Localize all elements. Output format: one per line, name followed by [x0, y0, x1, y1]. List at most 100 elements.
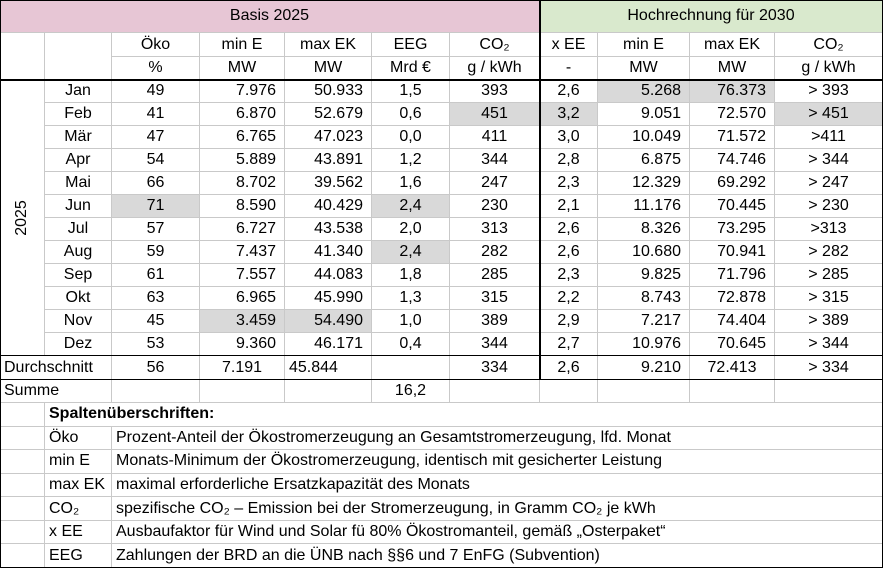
column-unit: MW — [200, 57, 285, 80]
data-cell-text: 41 — [146, 105, 165, 122]
column-unit: MW — [598, 57, 690, 80]
column-unit-text: MW — [629, 59, 658, 76]
average-cell: 45.844 — [285, 356, 372, 380]
data-cell-text: 2,1 — [557, 197, 580, 214]
month-label: Sep — [45, 264, 112, 287]
data-cell: 3.459 — [200, 310, 285, 333]
average-label-text: Durchschnitt — [4, 358, 93, 376]
data-cell-text: 1,5 — [399, 82, 422, 99]
data-cell: > 315 — [775, 287, 883, 310]
month-label: Nov — [45, 310, 112, 333]
data-cell: > 344 — [775, 149, 883, 172]
data-cell: 2,4 — [372, 195, 450, 218]
blank-cell — [0, 426, 45, 451]
data-cell-text: 73.295 — [717, 220, 766, 237]
data-cell: 52.679 — [285, 103, 372, 126]
blank-cell — [45, 33, 112, 80]
column-header-text: max EK — [299, 35, 356, 53]
average-cell: 72.413 — [690, 356, 775, 380]
column-header: min E — [598, 33, 690, 57]
data-cell: 344 — [450, 149, 540, 172]
data-cell-text: 1,3 — [399, 289, 422, 306]
data-cell: >411 — [775, 126, 883, 149]
data-cell: 6.875 — [598, 149, 690, 172]
data-cell: 11.176 — [598, 195, 690, 218]
column-header: EEG — [372, 33, 450, 57]
data-cell-text: 411 — [481, 128, 508, 145]
data-cell-text: 76.373 — [717, 82, 766, 99]
data-cell-text: 3,2 — [557, 105, 580, 122]
data-cell: 74.404 — [690, 310, 775, 333]
blank-cell — [372, 356, 450, 380]
column-unit-text: - — [565, 59, 572, 76]
column-header-text: EEG — [393, 35, 428, 53]
column-header: Öko — [112, 33, 200, 57]
data-cell: 282 — [450, 241, 540, 264]
data-cell: 54 — [112, 149, 200, 172]
data-cell: 8.326 — [598, 218, 690, 241]
data-cell: 3,0 — [540, 126, 598, 149]
data-cell-text: 6.765 — [235, 128, 276, 145]
column-header: x EE — [540, 33, 598, 57]
data-cell: 61 — [112, 264, 200, 287]
average-cell-text: > 334 — [808, 358, 849, 376]
legend-text-text: Zahlungen der BRD an die ÜNB nach §§6 un… — [116, 546, 600, 564]
data-cell: 6.727 — [200, 218, 285, 241]
month-label-text: Mär — [64, 128, 92, 145]
group-header: Hochrechnung für 2030 — [540, 0, 883, 33]
data-cell-text: 313 — [481, 220, 508, 237]
blank-cell — [775, 380, 883, 403]
legend-text-text: Ausbaufaktor für Wind und Solar fü 80% Ö… — [116, 523, 666, 541]
legend-term: min E — [45, 450, 112, 474]
month-label: Apr — [45, 149, 112, 172]
blank-cell — [0, 544, 45, 568]
sum-label: Summe — [0, 380, 112, 403]
column-unit: g / kWh — [775, 57, 883, 80]
data-cell: 5.889 — [200, 149, 285, 172]
blank-cell — [0, 33, 45, 80]
legend-text-text: spezifische CO₂ – Emission bei der Strom… — [116, 499, 656, 517]
data-cell-text: > 393 — [808, 82, 849, 99]
border-line — [0, 79, 883, 81]
year-label: 2025 — [13, 199, 30, 236]
month-label: Feb — [45, 103, 112, 126]
data-cell: 313 — [450, 218, 540, 241]
average-cell: 7.191 — [200, 356, 285, 380]
data-cell-text: > 285 — [808, 266, 849, 283]
data-cell-text: 72.570 — [717, 105, 766, 122]
data-cell-text: 1,2 — [399, 151, 422, 168]
data-cell-text: 61 — [146, 266, 165, 283]
data-cell-text: 3,0 — [557, 128, 580, 145]
data-cell: 2,3 — [540, 264, 598, 287]
data-cell-text: 2,9 — [557, 312, 580, 329]
data-cell-text: 10.049 — [632, 128, 681, 145]
data-cell-text: 66 — [146, 174, 165, 191]
data-cell-text: 2,6 — [557, 243, 580, 260]
average-cell-text: 9.210 — [640, 358, 681, 376]
blank-cell — [200, 380, 285, 403]
column-unit-text: g / kWh — [801, 59, 856, 76]
group-header-text: Basis 2025 — [229, 7, 310, 24]
data-cell: 7.217 — [598, 310, 690, 333]
legend-term: x EE — [45, 520, 112, 545]
data-cell-text: 451 — [481, 105, 508, 122]
data-cell: 43.538 — [285, 218, 372, 241]
data-cell: 2,3 — [540, 172, 598, 195]
legend-text: Prozent-Anteil der Ökostromerzeugung an … — [112, 426, 883, 451]
month-label: Mai — [45, 172, 112, 195]
data-cell-text: 1,6 — [399, 174, 422, 191]
month-label: Dez — [45, 333, 112, 356]
data-cell-text: 2,4 — [399, 243, 422, 260]
data-cell-text: 70.941 — [717, 243, 766, 260]
column-unit: g / kWh — [450, 57, 540, 80]
data-cell-text: 40.429 — [314, 197, 363, 214]
data-cell-text: 44.083 — [314, 266, 363, 283]
data-cell: 1,3 — [372, 287, 450, 310]
data-cell-text: 7.557 — [235, 266, 276, 283]
data-cell: 69.292 — [690, 172, 775, 195]
data-cell: 1,8 — [372, 264, 450, 287]
data-cell-text: 2,3 — [557, 266, 580, 283]
data-cell-text: >411 — [811, 128, 846, 145]
legend-text: Ausbaufaktor für Wind und Solar fü 80% Ö… — [112, 520, 883, 545]
data-cell-text: 344 — [481, 151, 508, 168]
